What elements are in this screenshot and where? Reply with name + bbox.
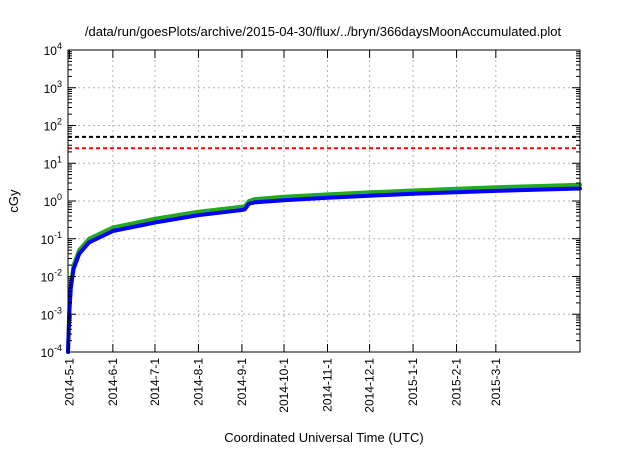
y-tick-exponent: 4: [57, 41, 62, 51]
x-tick-label: 2014-6-1: [106, 358, 120, 406]
y-tick-exponent: -1: [54, 230, 62, 240]
series-line-1: [66, 182, 582, 354]
x-tick-label: 2015-1-1: [406, 358, 420, 406]
x-tick-label: 2014-9-1: [235, 358, 249, 406]
x-tick-label: 2015-3-1: [489, 358, 503, 406]
x-tick-label: 2014-8-1: [191, 358, 205, 406]
y-tick-exponent: -4: [54, 343, 62, 353]
chart-title: /data/run/goesPlots/archive/2015-04-30/f…: [85, 24, 562, 39]
x-tick-label: 2014-5-1: [62, 358, 76, 406]
x-tick-label: 2014-7-1: [148, 358, 162, 406]
y-tick-exponent: -2: [54, 268, 62, 278]
y-tick-exponent: -3: [54, 305, 62, 315]
x-tick-label: 2014-10-1: [277, 358, 291, 413]
x-tick-label: 2014-11-1: [321, 358, 335, 412]
x-axis-label: Coordinated Universal Time (UTC): [224, 430, 423, 445]
series-layer: [66, 182, 582, 354]
y-axis-label: cGy: [6, 189, 21, 213]
y-tick-label: 10-2: [41, 268, 62, 285]
y-tick-exponent: 3: [57, 79, 62, 89]
y-tick-label: 104: [44, 41, 62, 58]
reference-lines: [68, 135, 580, 150]
y-tick-label: 100: [44, 192, 62, 209]
x-tick-label: 2015-2-1: [450, 358, 464, 406]
x-axis-ticks: 2014-5-1 2014-6-1 2014-7-1 2014-8-1 2014-9-1…: [62, 50, 503, 413]
series-line-2: [66, 186, 582, 354]
y-tick-label: 101: [44, 154, 62, 171]
y-tick-exponent: 0: [57, 192, 62, 202]
grid: [68, 50, 580, 352]
x-tick-label: 2014-12-1: [363, 358, 377, 413]
y-tick-label: 10-1: [41, 230, 62, 247]
y-tick-exponent: 1: [57, 154, 62, 164]
y-tick-exponent: 2: [57, 117, 62, 127]
y-tick-label: 103: [44, 79, 62, 96]
y-tick-label: 102: [44, 117, 62, 134]
y-tick-label: 10-3: [41, 305, 62, 322]
y-tick-label: 10-4: [41, 343, 62, 360]
